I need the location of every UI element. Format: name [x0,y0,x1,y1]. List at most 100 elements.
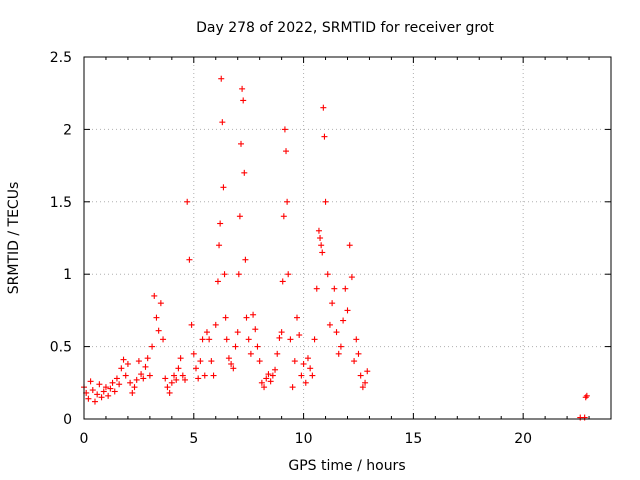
data-point [166,389,173,396]
data-point [118,365,125,372]
data-point [96,381,103,388]
data-point [280,213,287,220]
data-point [296,332,303,339]
data-point [300,360,307,367]
y-tick-label: 0 [63,412,72,428]
grid [84,57,611,419]
data-point [274,350,281,357]
data-point [175,365,182,372]
data-point [210,372,217,379]
data-point [293,314,300,321]
data-point [272,366,279,373]
data-point [582,394,589,401]
data-point [195,375,202,382]
data-point [122,372,129,379]
data-point [124,360,131,367]
x-tick-label: 15 [404,431,422,447]
data-point [243,314,250,321]
data-point [184,198,191,205]
data-point [362,379,369,386]
data-point [109,379,116,386]
data-point [319,249,326,256]
data-point [279,278,286,285]
data-point [242,256,249,263]
data-point [217,220,224,227]
data-point [256,358,263,365]
data-point [149,343,156,350]
data-point [357,372,364,379]
tick-labels: 0 5 10 15 20 0 0.5 1 1.5 2 2.5 [50,50,532,447]
data-point [160,336,167,343]
data-point [203,329,210,336]
data-point [250,311,257,318]
data-point [85,395,92,402]
data-point [355,350,362,357]
data-point [100,388,107,395]
data-point [337,343,344,350]
data-point [265,371,272,378]
data-point [581,414,588,421]
data-point [214,278,221,285]
data-point [318,242,325,249]
data-point [173,376,180,383]
x-tick-label: 20 [514,431,532,447]
data-point [284,198,291,205]
data-point [201,372,208,379]
data-point [289,384,296,391]
data-point [331,285,338,292]
y-tick-label: 1.5 [50,195,72,211]
data-point [236,213,243,220]
data-point [235,271,242,278]
data-point [155,327,162,334]
data-point [240,97,247,104]
data-point [311,336,318,343]
data-point [335,350,342,357]
data-point [348,274,355,281]
data-point [583,392,590,399]
data-point [258,379,265,386]
data-point [342,285,349,292]
x-tick-label: 10 [295,431,313,447]
data-point [199,336,206,343]
data-point [291,358,298,365]
data-point [321,133,328,140]
data-point [232,343,239,350]
data-point [218,75,225,82]
data-point [234,329,241,336]
data-point [212,321,219,328]
data-point [298,372,305,379]
data-point [307,365,314,372]
data-point [304,355,311,362]
data-point [333,329,340,336]
data-point [133,376,140,383]
data-point [140,375,147,382]
data-point [329,300,336,307]
data-point [230,365,237,372]
data-point [317,235,324,241]
data-point [186,256,193,263]
data-point [87,378,94,385]
data-point [168,379,175,386]
data-point [322,198,329,205]
data-point [281,126,288,133]
data-point [177,355,184,362]
data-point [116,381,123,388]
data-point [162,375,169,382]
data-point [197,358,204,365]
data-points [81,75,590,421]
data-point [144,355,151,362]
data-point [222,314,229,321]
data-point [94,391,101,398]
data-point [105,392,112,399]
data-point [171,372,178,379]
data-point [131,384,138,391]
data-point [340,317,347,324]
data-point [91,398,98,405]
data-point [315,227,322,234]
data-point [153,314,160,321]
data-point [346,242,353,249]
y-tick-label: 1 [63,267,72,283]
data-point [192,365,199,372]
data-point [263,375,270,382]
data-point [182,376,189,383]
